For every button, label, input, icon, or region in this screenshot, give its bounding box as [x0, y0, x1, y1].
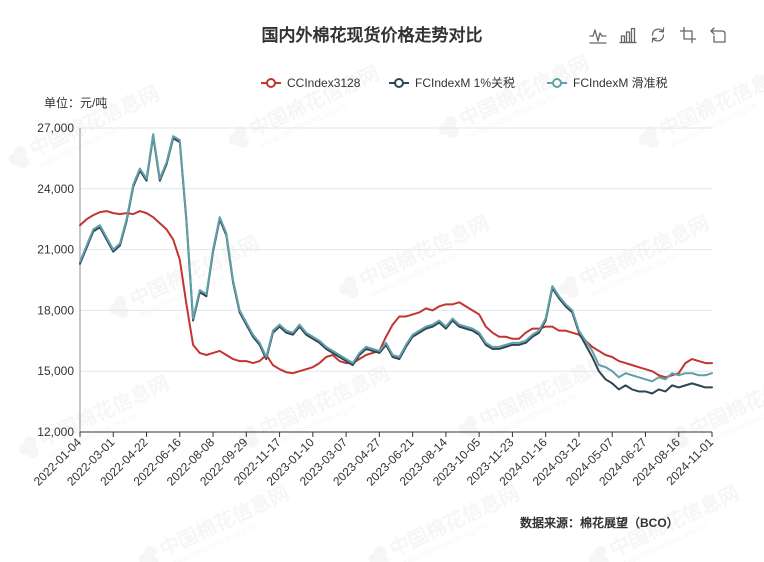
series-lines — [79, 133, 713, 395]
bar-chart-icon[interactable] — [618, 25, 638, 45]
cotton-logo-icon — [446, 125, 459, 138]
legend-marker-icon — [552, 78, 562, 88]
cotton-logo-icon — [26, 445, 39, 458]
zoom-back-icon[interactable] — [708, 25, 728, 45]
y-axis: 12,000 15,000 18,000 21,000 24,000 27,000 — [37, 121, 81, 439]
cotton-logo-icon — [368, 553, 381, 562]
cotton-logo-icon — [108, 303, 121, 316]
legend-label: FCIndexM 1%关税 — [415, 76, 515, 90]
cotton-logo-icon — [236, 135, 249, 148]
chart-title: 国内外棉花现货价格走势对比 — [262, 25, 483, 45]
cotton-logo-icon — [444, 116, 457, 129]
cotton-logo-icon — [374, 546, 387, 559]
legend-item-fcindexm-1pct-tariff[interactable]: FCIndexM 1%关税 — [389, 76, 515, 90]
legend-label: CCIndex3128 — [287, 76, 361, 90]
y-tick-label: 12,000 — [37, 425, 74, 439]
legend-item-ccindex3128[interactable]: CCIndex3128 — [261, 76, 361, 90]
cotton-logo-icon — [234, 126, 247, 139]
cotton-logo-icon — [144, 546, 157, 559]
cotton-logo-icon — [438, 123, 451, 136]
cotton-logo-icon — [228, 133, 241, 146]
y-tick-label: 21,000 — [37, 243, 74, 257]
cotton-logo-icon — [116, 305, 129, 318]
legend-item-fcindexm-sliding-tariff[interactable]: FCIndexM 滑准税 — [547, 76, 668, 90]
y-tick-label: 27,000 — [37, 121, 74, 135]
restore-icon[interactable] — [648, 25, 668, 45]
data-source-note: 数据来源：棉花展望（BCO） — [520, 515, 679, 530]
legend-marker-icon — [266, 78, 276, 88]
cotton-logo-icon — [16, 155, 29, 168]
y-tick-label: 24,000 — [37, 182, 74, 196]
cotton-logo-icon — [338, 283, 351, 296]
cotton-logo-icon — [588, 553, 601, 562]
cotton-logo-icon — [676, 435, 689, 448]
cotton-logo-icon — [346, 285, 359, 298]
cotton-logo-icon — [24, 436, 37, 449]
series-line-ccindex3128 — [79, 210, 713, 379]
cotton-logo-icon — [238, 433, 251, 446]
cotton-logo-icon — [18, 443, 31, 456]
cotton-logo-icon — [644, 126, 657, 139]
toolbox — [588, 25, 728, 45]
legend-marker-icon — [394, 78, 404, 88]
cotton-logo-icon — [638, 133, 651, 146]
cotton-logo-icon — [246, 435, 259, 448]
legend-label: FCIndexM 滑准税 — [573, 76, 668, 90]
y-unit-label: 单位：元/吨 — [44, 95, 107, 110]
cotton-logo-icon — [138, 553, 151, 562]
cotton-logo-icon — [566, 285, 579, 298]
grid-lines — [80, 127, 712, 372]
series-line-fcindexm-sliding-tariff — [79, 133, 713, 383]
cotton-logo-icon — [594, 546, 607, 559]
data-zoom-icon[interactable] — [678, 25, 698, 45]
cotton-logo-icon — [344, 276, 357, 289]
y-tick-label: 15,000 — [37, 364, 74, 378]
cotton-logo-icon — [464, 416, 477, 429]
cotton-logo-icon — [564, 276, 577, 289]
cotton-logo-icon — [668, 433, 681, 446]
y-tick-label: 18,000 — [37, 303, 74, 317]
line-chart-icon[interactable] — [588, 25, 608, 45]
cotton-logo-icon — [646, 135, 659, 148]
cotton-logo-icon — [114, 296, 127, 309]
cotton-logo-icon — [558, 283, 571, 296]
legend: CCIndex3128 FCIndexM 1%关税 FCIndexM 滑准税 — [261, 76, 668, 90]
cotton-logo-icon — [8, 153, 21, 166]
cotton-logo-icon — [14, 146, 27, 159]
